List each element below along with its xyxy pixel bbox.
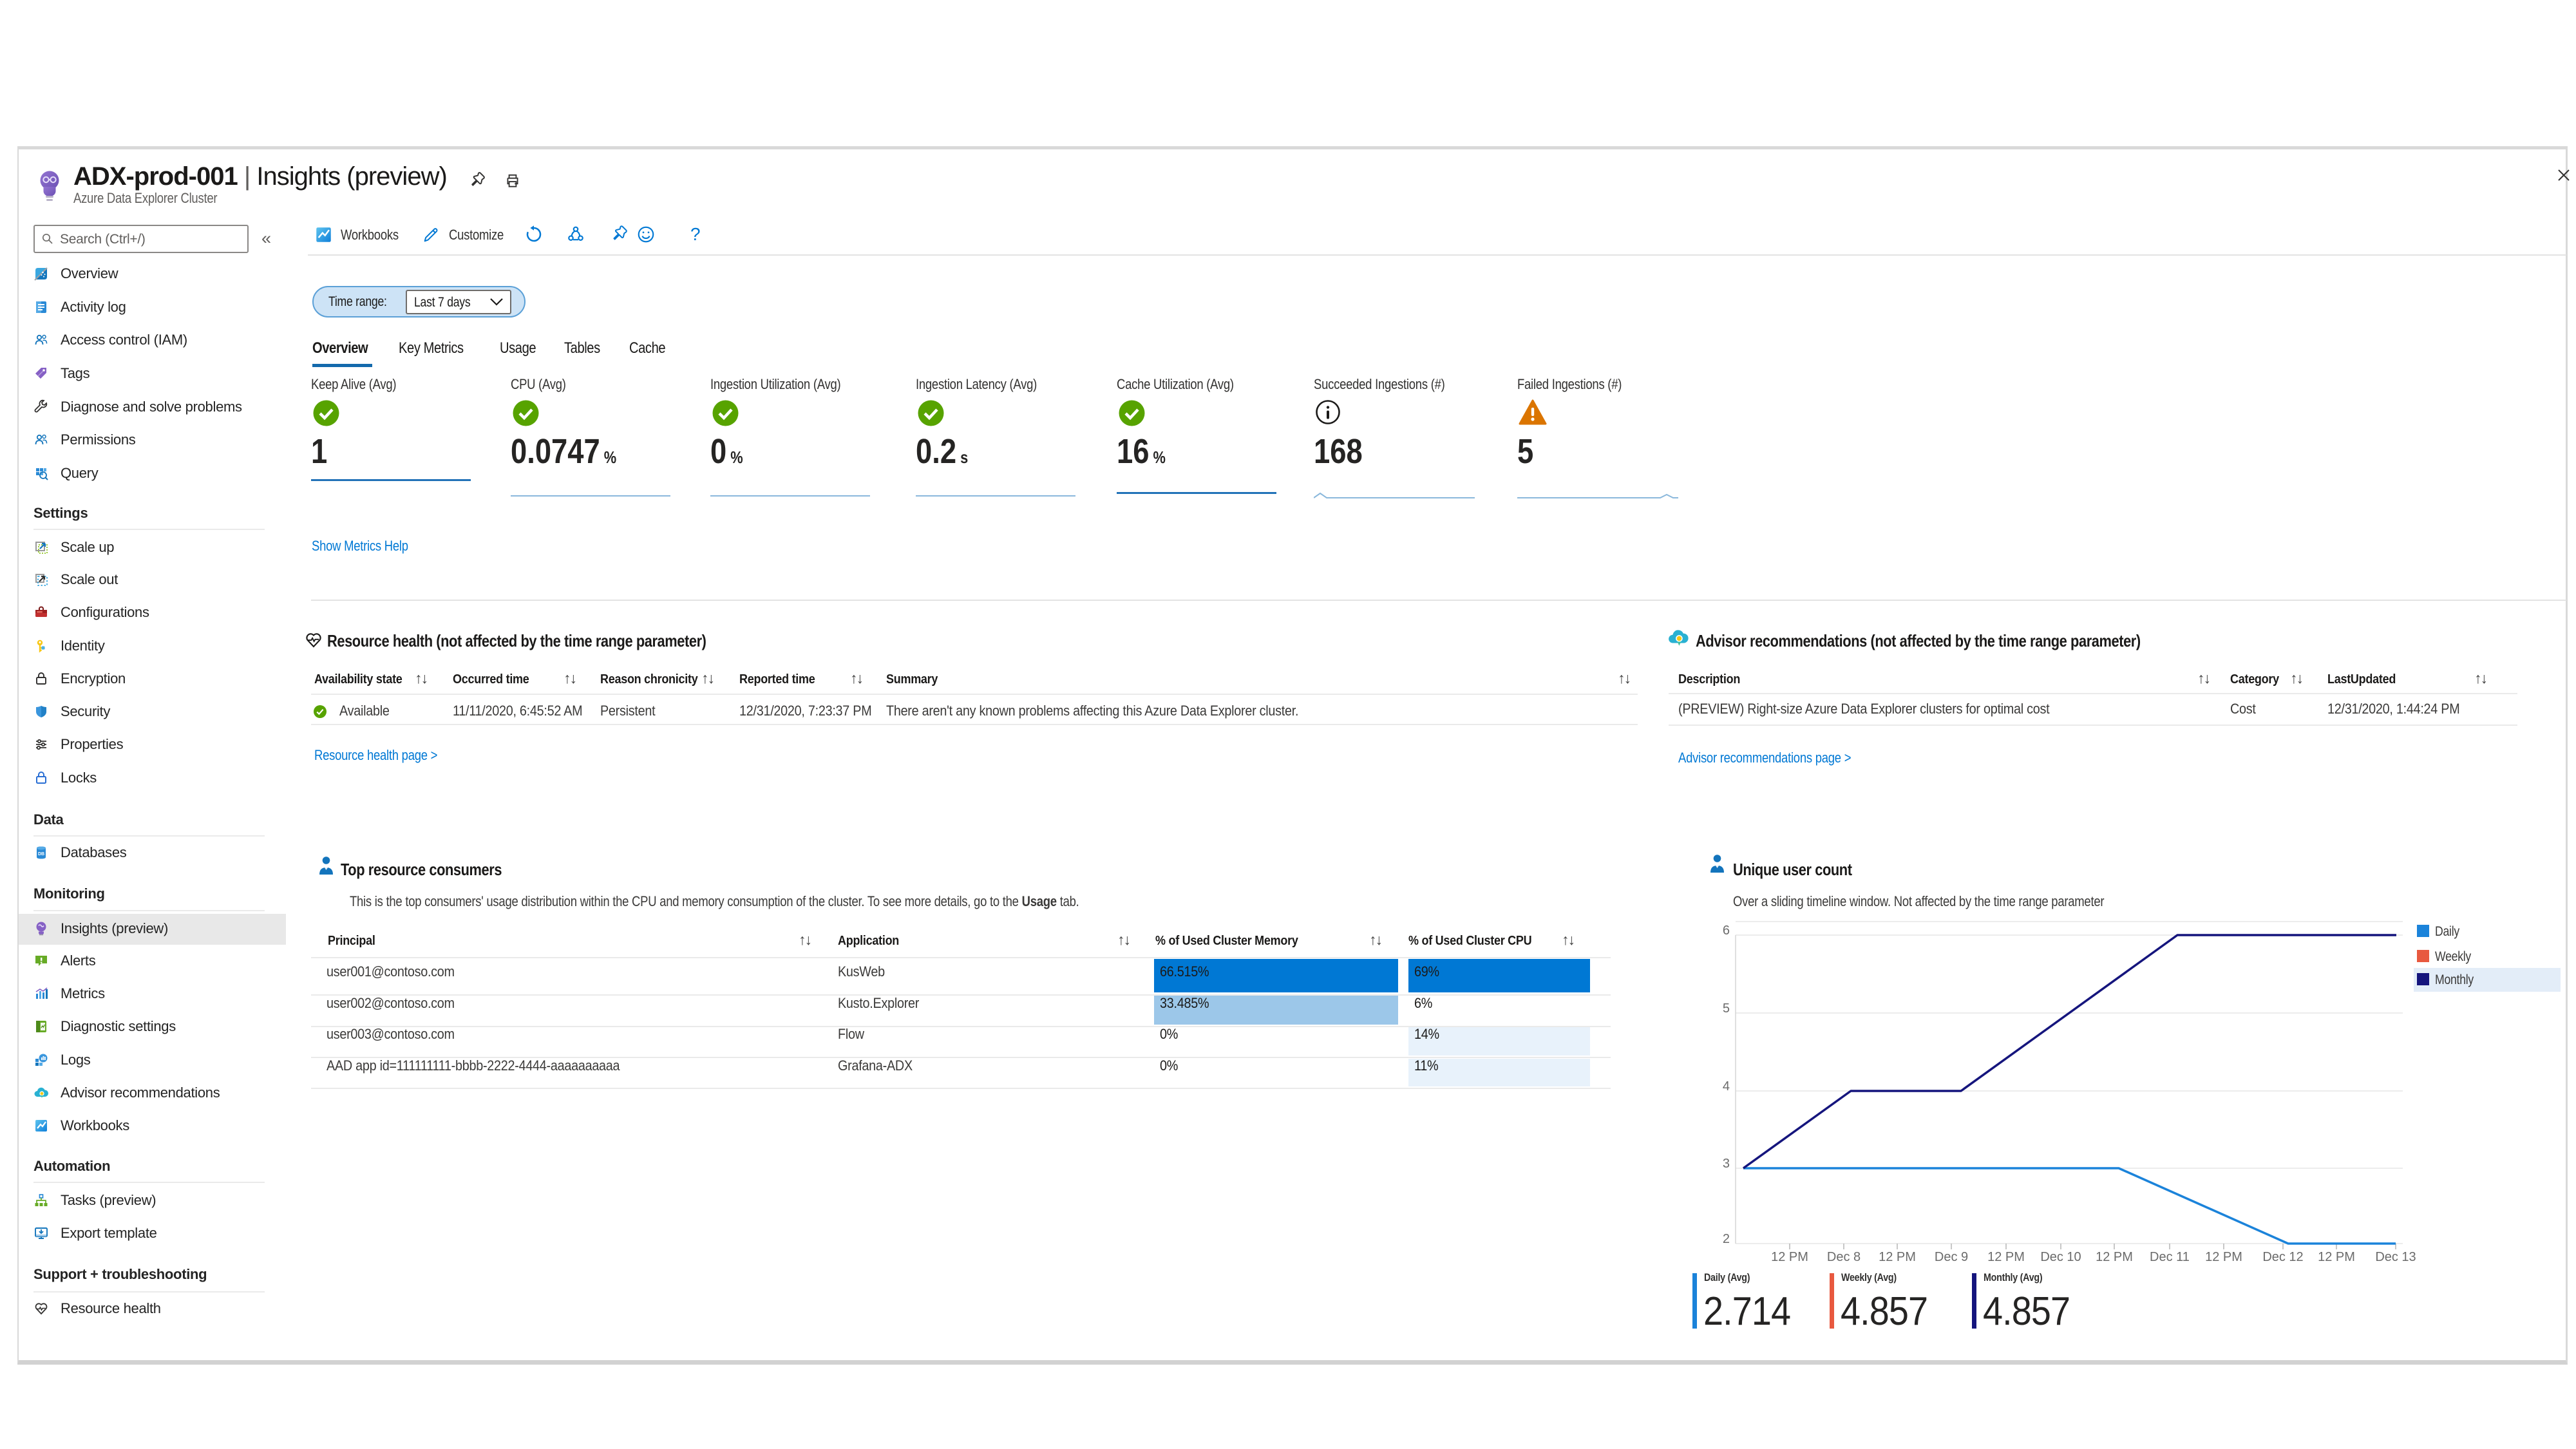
svg-text:DB: DB: [38, 852, 44, 857]
